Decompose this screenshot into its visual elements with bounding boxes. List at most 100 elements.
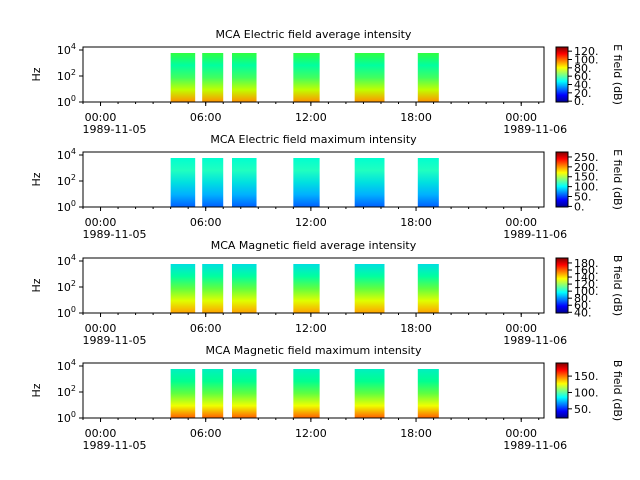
x-tick-label: 00:00: [85, 111, 117, 124]
plot-frame: [82, 362, 545, 419]
x-tick-label: 18:00: [400, 216, 432, 229]
y-axis-label: Hz: [30, 383, 43, 397]
x-tick-label: 18:00: [400, 322, 432, 335]
spectrogram-block: [202, 264, 224, 313]
spectrogram-block: [354, 369, 385, 418]
colorbar-tick-label: 200.: [574, 161, 599, 174]
spectrogram-block: [202, 53, 224, 102]
colorbar-tick-label: 60.: [574, 299, 592, 312]
colorbar-frame: [555, 257, 569, 314]
y-tick-label: 100: [57, 410, 76, 425]
colorbar-tick-label: 150.: [574, 171, 599, 184]
plot-frame: [82, 151, 545, 208]
spectrogram-block: [417, 264, 439, 313]
colorbar-label: E field (dB): [611, 149, 624, 210]
colorbar-tick-label: 160.: [574, 264, 599, 277]
spectrogram-block: [293, 158, 320, 207]
spectrogram-block: [417, 53, 439, 102]
panel-title: MCA Magnetic field average intensity: [211, 239, 417, 252]
x-tick-label: 00:00: [85, 322, 117, 335]
colorbar-tick-label: 80.: [574, 292, 592, 305]
colorbar-tick-label: 100.: [574, 285, 599, 298]
colorbar-tick-label: 20.: [574, 87, 592, 100]
x-tick-label: 00:00: [505, 322, 537, 335]
colorbar-frame: [555, 151, 569, 208]
colorbar-label: E field (dB): [611, 44, 624, 105]
colorbar-tick-label: 40.: [574, 79, 592, 92]
panel-title: MCA Electric field maximum intensity: [210, 133, 417, 146]
spectrogram-block: [170, 369, 196, 418]
colorbar-tick-label: 100.: [574, 181, 599, 194]
spectrogram-block: [417, 158, 439, 207]
y-tick-label: 102: [57, 173, 76, 188]
y-tick-label: 102: [57, 279, 76, 294]
colorbar-label: B field (dB): [611, 360, 624, 421]
spectrogram-block: [417, 369, 439, 418]
colorbar-frame: [555, 362, 569, 419]
colorbar-tick-label: 180.: [574, 257, 599, 270]
colorbar-tick-label: 120.: [574, 278, 599, 291]
spectrogram-block: [293, 264, 320, 313]
x-tick-label: 00:00: [85, 216, 117, 229]
colorbar-fill: [556, 363, 568, 418]
y-tick-label: 102: [57, 68, 76, 83]
spectrogram-block: [231, 369, 257, 418]
spectrogram-block: [170, 53, 196, 102]
colorbar-tick-label: 60.: [574, 70, 592, 83]
spectrogram-block: [202, 369, 224, 418]
plot-frame: [82, 257, 545, 314]
date-label: 1989-11-06: [503, 334, 567, 347]
date-label: 1989-11-06: [503, 439, 567, 452]
colorbar-tick-label: 50.: [574, 403, 592, 416]
date-label: 1989-11-05: [83, 228, 147, 241]
y-axis-label: Hz: [30, 278, 43, 292]
x-tick-label: 06:00: [190, 111, 222, 124]
spectrogram-block: [231, 158, 257, 207]
colorbar-tick-label: 150.: [574, 370, 599, 383]
y-tick-label: 100: [57, 305, 76, 320]
x-tick-label: 18:00: [400, 111, 432, 124]
date-label: 1989-11-06: [503, 228, 567, 241]
y-tick-label: 100: [57, 94, 76, 109]
x-tick-label: 12:00: [295, 216, 327, 229]
spectrogram-block: [202, 158, 224, 207]
x-tick-label: 00:00: [505, 111, 537, 124]
spectrogram-block: [231, 53, 257, 102]
panel-title: MCA Electric field average intensity: [216, 28, 412, 41]
colorbar-fill: [556, 152, 568, 207]
x-tick-label: 12:00: [295, 322, 327, 335]
x-tick-label: 18:00: [400, 427, 432, 440]
y-tick-label: 104: [57, 42, 76, 57]
spectrogram-block: [293, 369, 320, 418]
colorbar-label: B field (dB): [611, 255, 624, 316]
y-axis-label: Hz: [30, 172, 43, 186]
date-label: 1989-11-05: [83, 123, 147, 136]
colorbar-tick-label: 50.: [574, 191, 592, 204]
spectrogram-block: [354, 158, 385, 207]
colorbar-tick-label: 100.: [574, 54, 599, 67]
colorbar-tick-label: 250.: [574, 151, 599, 164]
spectrogram-block: [354, 53, 385, 102]
x-tick-label: 06:00: [190, 427, 222, 440]
x-tick-label: 00:00: [505, 216, 537, 229]
colorbar-tick-label: 100.: [574, 386, 599, 399]
y-tick-label: 102: [57, 384, 76, 399]
spectrogram-block: [170, 264, 196, 313]
date-label: 1989-11-05: [83, 334, 147, 347]
y-tick-label: 100: [57, 199, 76, 214]
plot-frame: [82, 46, 545, 103]
date-label: 1989-11-06: [503, 123, 567, 136]
colorbar-tick-label: 120.: [574, 45, 599, 58]
colorbar-frame: [555, 46, 569, 103]
colorbar-tick-label: 80.: [574, 62, 592, 75]
x-tick-label: 00:00: [505, 427, 537, 440]
x-tick-label: 12:00: [295, 427, 327, 440]
spectrogram-block: [293, 53, 320, 102]
y-tick-label: 104: [57, 147, 76, 162]
y-tick-label: 104: [57, 253, 76, 268]
colorbar-tick-label: 140.: [574, 271, 599, 284]
colorbar-tick-label: 40.: [574, 306, 592, 319]
y-axis-label: Hz: [30, 67, 43, 81]
panel-title: MCA Magnetic field maximum intensity: [206, 344, 422, 357]
